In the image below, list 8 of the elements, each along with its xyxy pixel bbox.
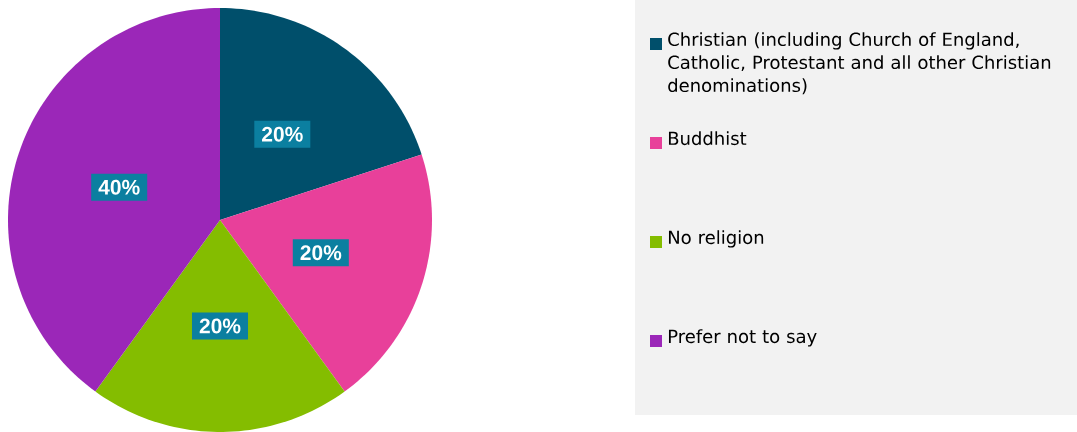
data-label: 20%: [199, 318, 241, 334]
legend-label: Buddhist: [668, 131, 747, 146]
data-label: 20%: [262, 126, 303, 142]
legend-label: Prefer not to say: [668, 329, 817, 347]
legend-label: Christian (including Church of England, Catholic, Protestant and all other Christian denominations): [668, 32, 1051, 95]
legend-label: No religion: [668, 230, 764, 248]
data-label: 40%: [98, 179, 140, 195]
data-label: 20%: [300, 245, 342, 261]
